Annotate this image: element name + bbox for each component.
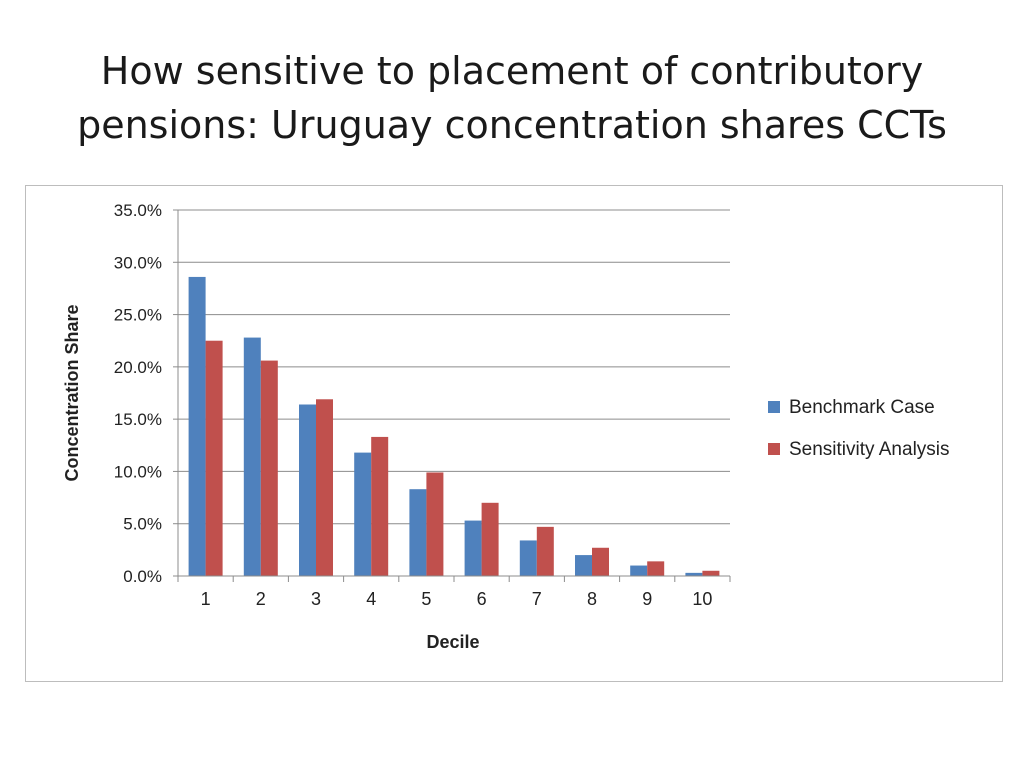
legend-label: Benchmark Case (789, 397, 935, 418)
legend: Benchmark Case Sensitivity Analysis (768, 397, 950, 460)
bar-benchmark-case (409, 489, 427, 576)
legend-label: Sensitivity Analysis (789, 439, 950, 460)
x-tick-label: 7 (532, 589, 542, 609)
x-tick-label: 8 (587, 589, 597, 609)
y-tick-label: 25.0% (114, 306, 162, 325)
bar-sensitivity-analysis (481, 502, 499, 576)
bar-benchmark-case (299, 404, 316, 576)
bar-chart: 0.0% 5.0% 10.0% 15.0% 20.0% 25.0% 30.0% 35.0% 1 2… (62, 201, 950, 652)
y-tick-label: 30.0% (114, 253, 162, 272)
y-tick-label: 15.0% (114, 410, 162, 429)
bar-benchmark-case (464, 520, 482, 576)
y-tick-label: 35.0% (114, 201, 162, 220)
bar-benchmark-case (243, 337, 261, 576)
bars (188, 276, 720, 576)
y-tick-label: 5.0% (123, 515, 162, 534)
slide-title: How sensitive to placement of contributo… (40, 44, 984, 152)
y-axis-title: Concentration Share (62, 304, 82, 481)
chart-frame: 0.0% 5.0% 10.0% 15.0% 20.0% 25.0% 30.0% 35.0% 1 2… (25, 185, 1003, 682)
x-axis-title: Decile (426, 632, 479, 652)
bar-benchmark-case (575, 555, 592, 576)
bar-sensitivity-analysis (371, 436, 389, 576)
bar-sensitivity-analysis (702, 570, 720, 576)
y-tick-label: 0.0% (123, 567, 162, 586)
bar-benchmark-case (630, 565, 648, 576)
bar-sensitivity-analysis (647, 561, 665, 576)
x-tick-label: 2 (256, 589, 266, 609)
bar-sensitivity-analysis (260, 360, 278, 576)
legend-swatch (768, 443, 780, 455)
bar-benchmark-case (685, 572, 703, 576)
bar-sensitivity-analysis (592, 547, 609, 576)
bar-sensitivity-analysis (426, 472, 444, 576)
x-tick-label: 5 (421, 589, 431, 609)
bar-benchmark-case (354, 452, 372, 576)
x-tick-label: 6 (477, 589, 487, 609)
x-tick-label: 4 (366, 589, 376, 609)
x-tick-label: 1 (201, 589, 211, 609)
bar-sensitivity-analysis (536, 526, 554, 576)
tick-labels: 0.0% 5.0% 10.0% 15.0% 20.0% 25.0% 30.0% 35.0% 1 2… (114, 201, 713, 609)
slide-title-line-2: pensions: Uruguay concentration shares C… (77, 103, 947, 147)
y-tick-label: 20.0% (114, 358, 162, 377)
bar-sensitivity-analysis (316, 399, 333, 576)
slide-title-line-1: How sensitive to placement of contributo… (100, 49, 924, 93)
bar-benchmark-case (519, 540, 537, 576)
legend-swatch (768, 401, 780, 413)
y-tick-label: 10.0% (114, 462, 162, 481)
axes (173, 209, 731, 582)
bar-benchmark-case (188, 276, 206, 576)
x-tick-label: 3 (311, 589, 321, 609)
x-tick-label: 10 (692, 589, 712, 609)
x-tick-label: 9 (642, 589, 652, 609)
bar-sensitivity-analysis (205, 340, 223, 576)
